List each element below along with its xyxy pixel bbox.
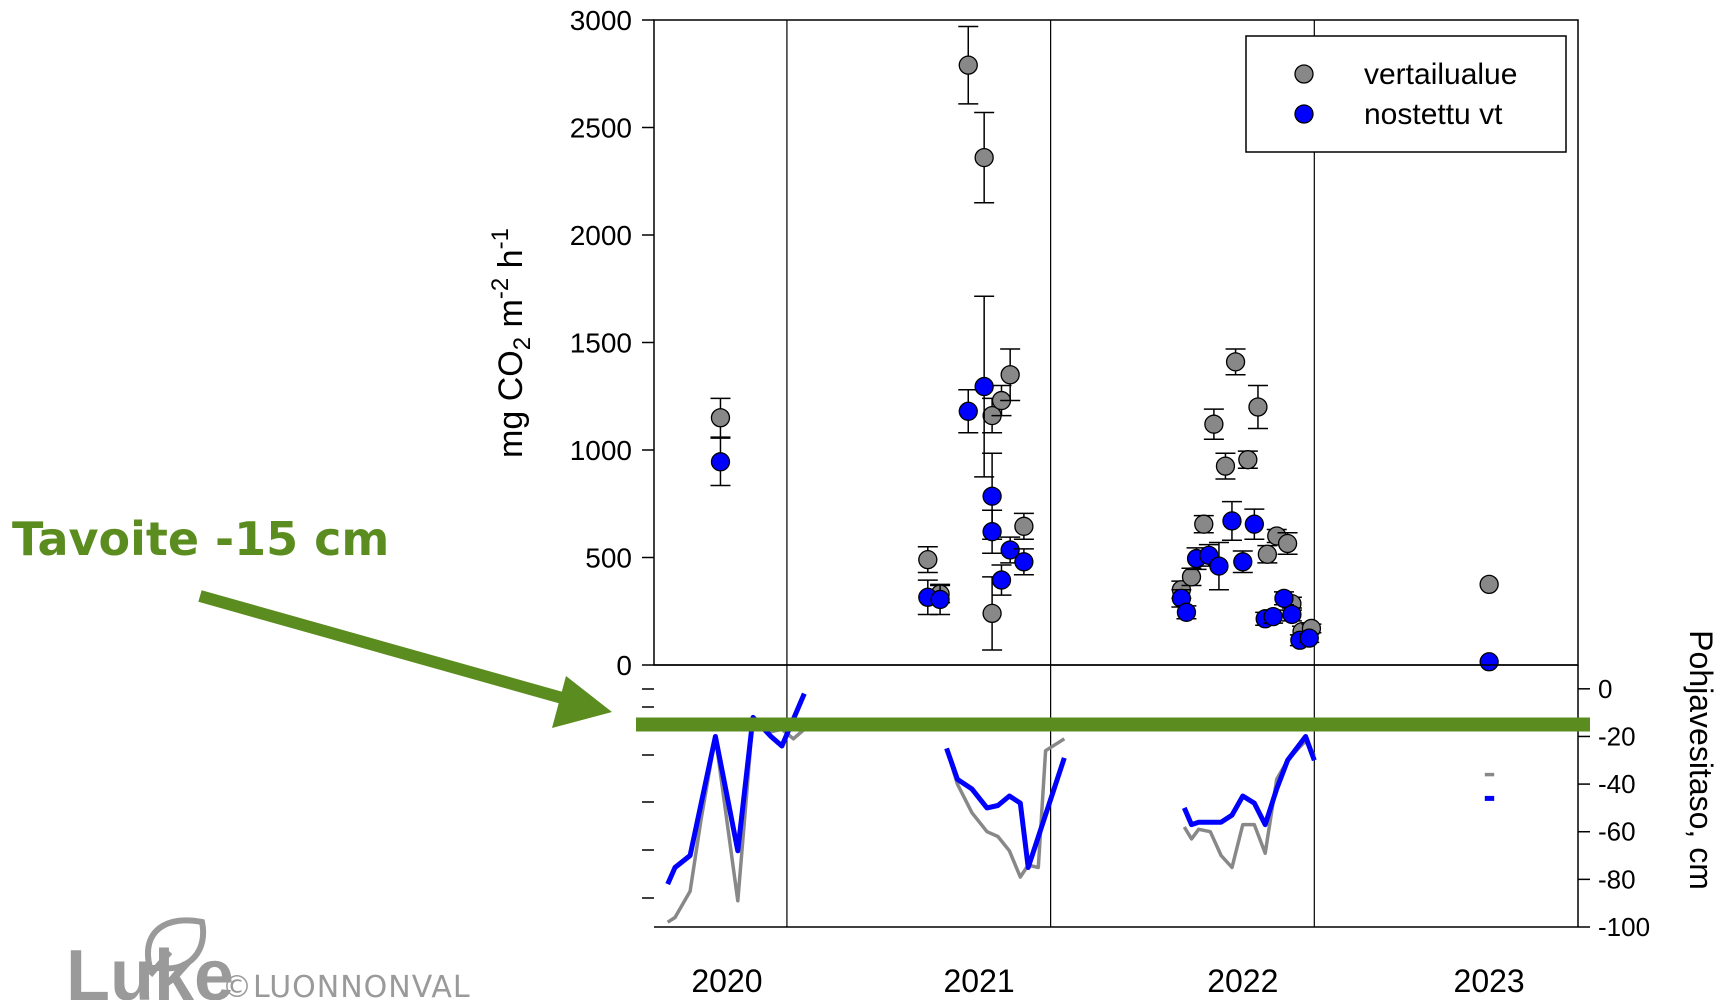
luke-logo: Luke [66,917,234,1000]
target-annotation [198,590,1590,732]
data-point [1257,544,1278,564]
arrow-head-icon [552,676,612,728]
data-point [958,401,978,421]
data-point [1194,514,1214,534]
bottom-y-tick-label: -40 [1598,769,1636,799]
bottom-y-tick-label: -20 [1598,721,1636,751]
groundwater-line [666,715,806,924]
x-year-label: 2022 [1207,963,1278,999]
data-point [974,376,994,397]
data-point [1233,552,1253,572]
arrow-shaft [198,590,582,709]
legend-marker [1294,104,1314,124]
top-y-axis-label: mg CO2 m-2 h-1 [487,228,536,458]
data-point [1225,352,1246,372]
data-point [1176,602,1197,622]
target-annotation-label: Tavoite -15 cm [12,512,390,566]
groundwater-line [1182,734,1317,828]
legend-marker [1294,64,1314,84]
leaf-icon [145,917,207,972]
bottom-y-tick-label: -100 [1598,912,1650,942]
top-y-tick-label: 3000 [570,5,632,36]
data-point [1204,414,1224,434]
copyright-text: ©LUONNONVAL [222,970,471,1005]
data-point [1000,540,1020,560]
data-point [1209,556,1229,576]
co2-flux-plot: 0 500 1000 1500 2000 2500 3000 mg CO2 m-2 h-1 [487,5,1579,927]
data-point [710,408,731,428]
data-point [1274,588,1294,608]
data-point [1014,516,1034,536]
data-point [1277,533,1298,554]
leaf-stem [147,950,173,977]
data-point [982,486,1002,506]
data-point [918,550,938,570]
top-y-tick-label: 0 [616,650,632,681]
line-series-vertailualue [666,715,1495,924]
bottom-y-tick-label: -60 [1598,817,1636,847]
series-nostettu-vt [710,295,1499,672]
top-y-tick-label: 1000 [570,435,632,466]
groundwater-line [665,692,807,886]
line-series-nostettu-vt [665,692,1495,886]
data-point [1181,567,1202,587]
data-point [982,603,1002,624]
data-point [1299,628,1319,648]
bottom-y-axis-label: Pohjavesitaso, cm [1683,630,1719,890]
top-y-tick-label: 500 [585,543,632,574]
data-point [1238,450,1258,470]
data-point [974,147,994,168]
data-point [1479,574,1499,595]
data-point [1014,552,1034,572]
bottom-y-tick-label: 0 [1598,674,1612,704]
legend: vertailualue nostettu vt [1245,35,1567,153]
top-y-tick-label: 2500 [570,113,632,144]
data-point [1263,606,1283,627]
data-point [982,522,1002,542]
x-year-label: 2020 [691,963,762,999]
data-point [1215,456,1236,476]
x-year-label: 2023 [1454,963,1525,999]
data-point [710,452,731,472]
groundwater-plot: 0 -20 -40 -60 -80 -100 Pohjavesitaso, cm 2020 20… [642,630,1719,999]
x-year-label: 2021 [944,963,1015,999]
data-point [1282,604,1302,625]
bottom-y-tick-label: -80 [1598,864,1636,894]
data-point [1222,511,1242,531]
data-point [930,589,950,610]
top-y-tick-label: 2000 [570,220,632,251]
data-point [1244,514,1264,534]
data-point [991,570,1012,590]
data-point [1000,365,1020,385]
legend-label: nostettu vt [1364,98,1503,131]
data-point [1479,652,1499,672]
data-point [1248,397,1268,417]
legend-box [1245,35,1567,153]
groundwater-line [1182,739,1316,870]
legend-label: vertailualue [1364,58,1517,91]
top-y-tick-label: 1500 [570,328,632,359]
groundwater-line [944,747,1067,870]
data-point [958,55,978,75]
